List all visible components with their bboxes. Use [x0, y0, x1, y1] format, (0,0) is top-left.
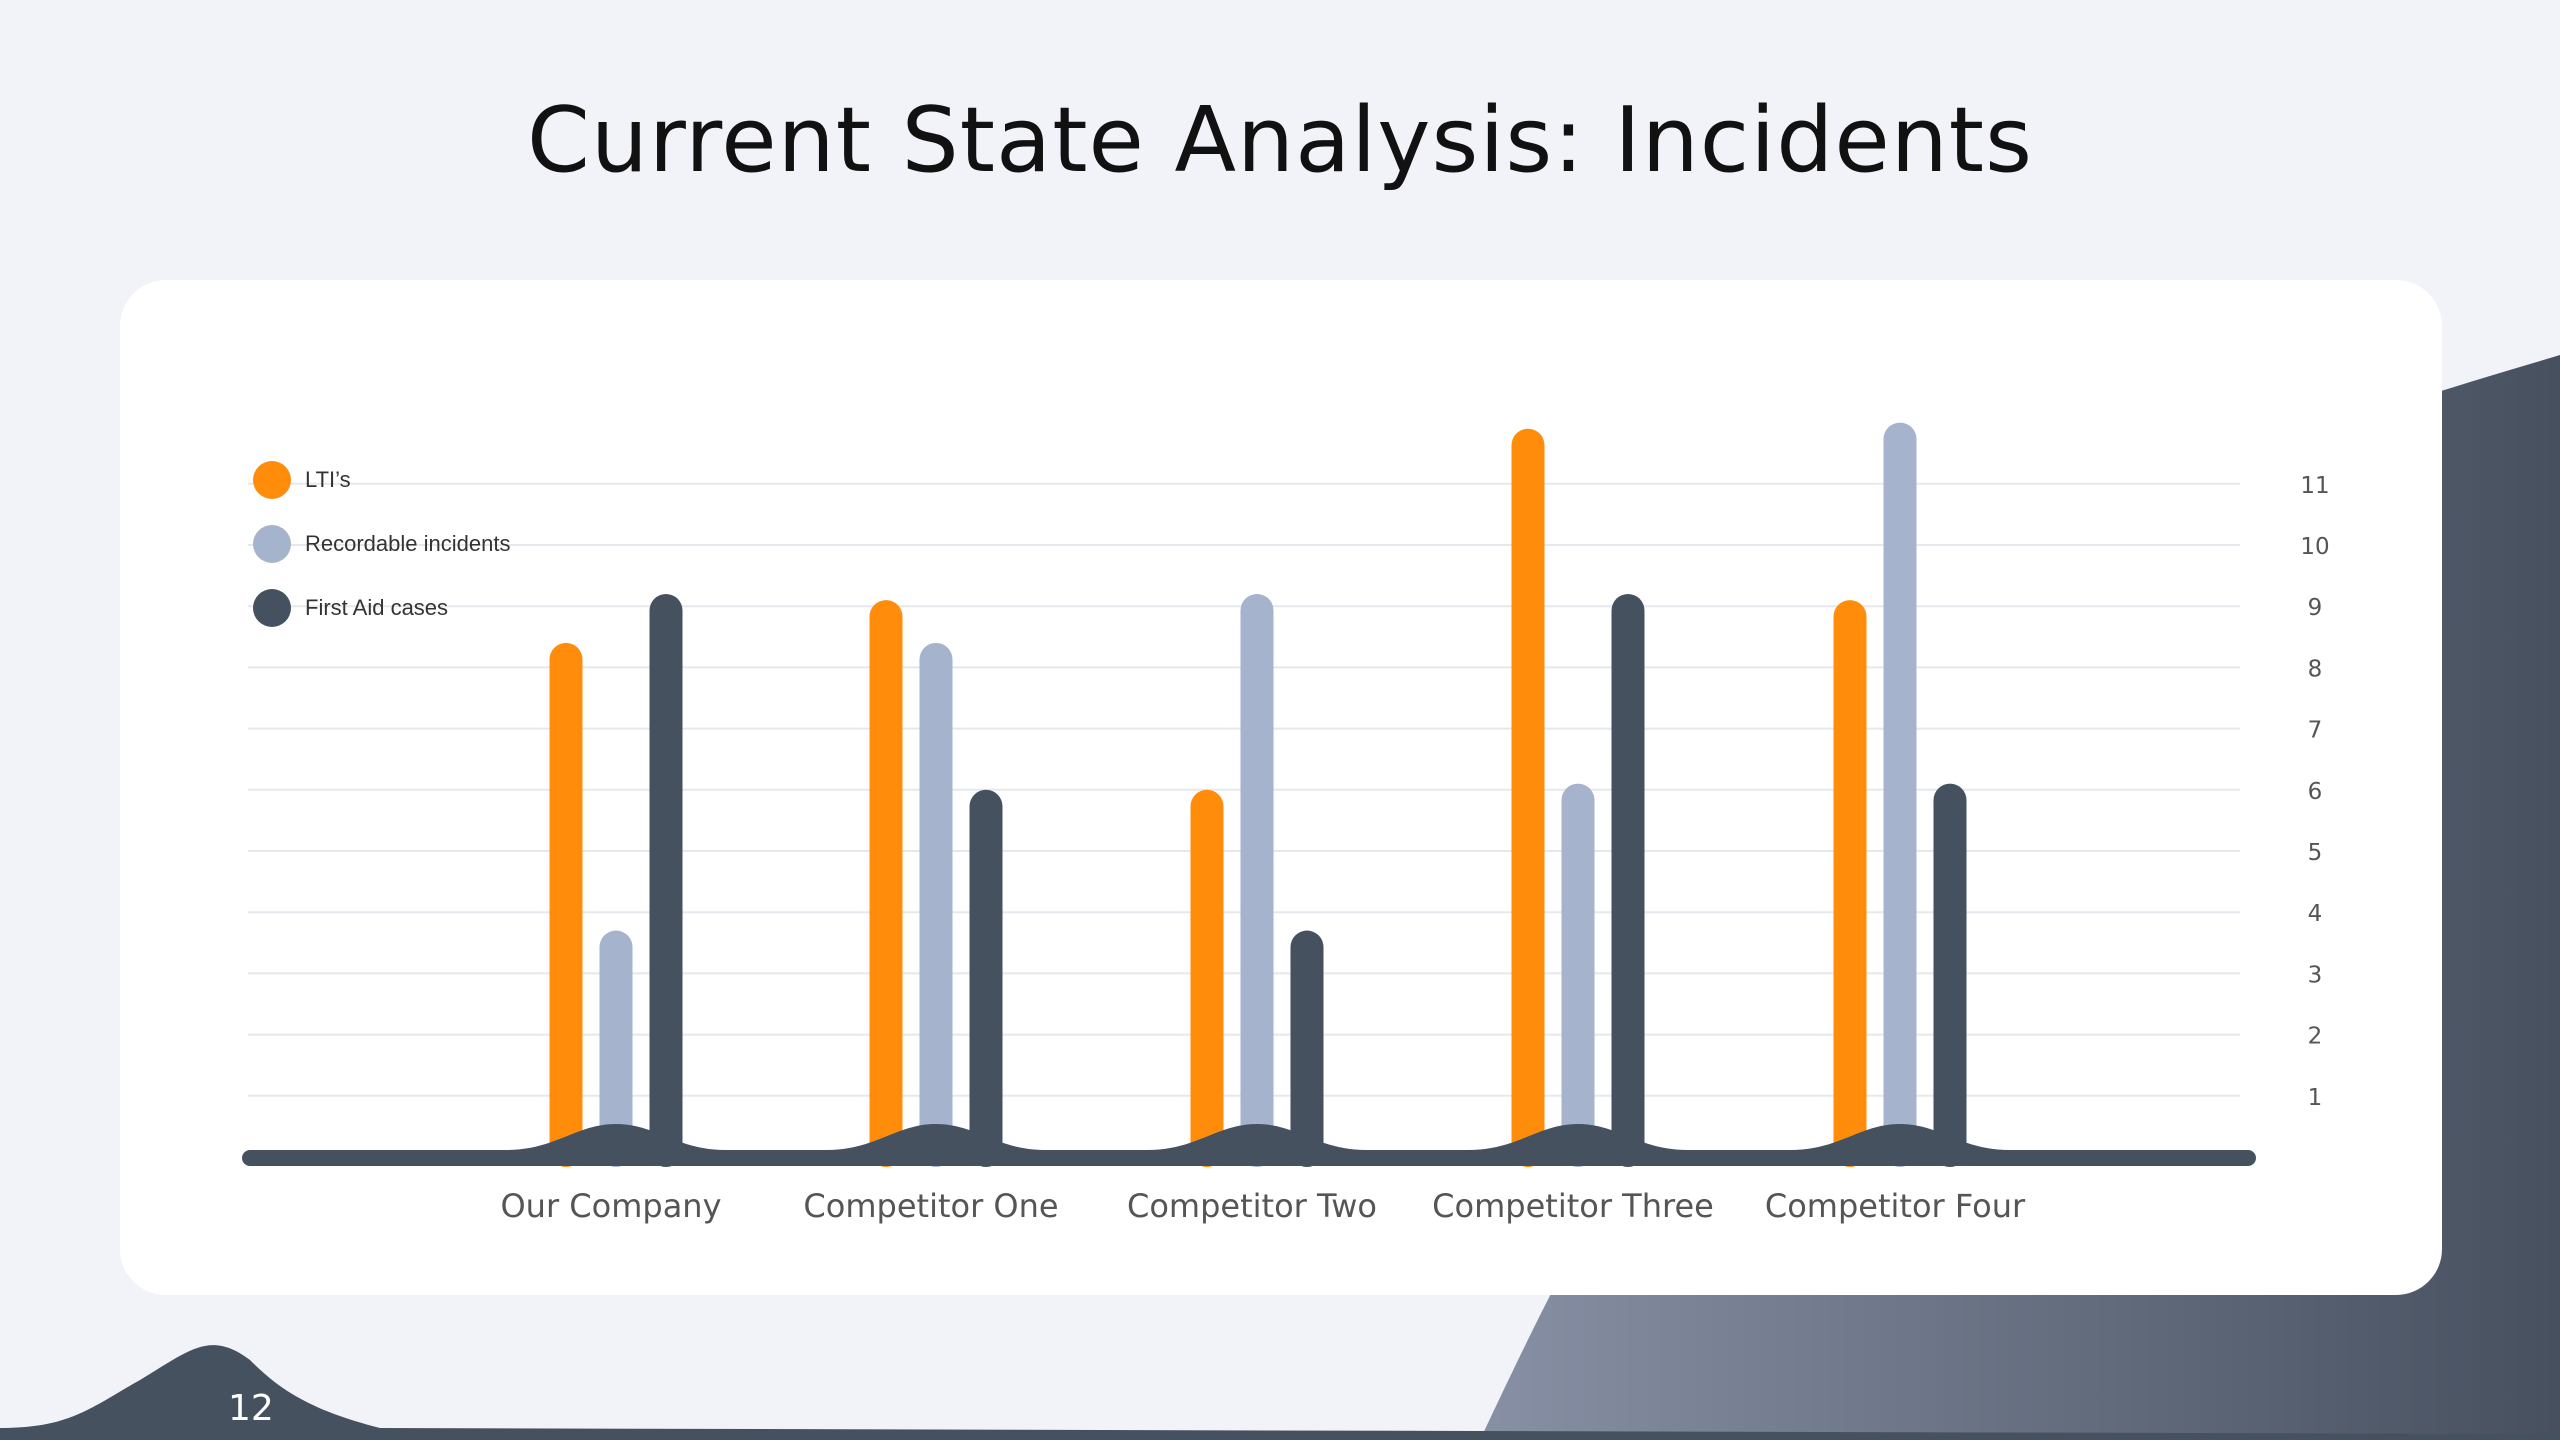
legend-swatch-ltis	[253, 461, 291, 499]
legend-swatch-first-aid-cases	[253, 589, 291, 627]
y-tick-label: 3	[2308, 962, 2323, 988]
page-number-tab-shape	[0, 1345, 2560, 1440]
bar-competitor-two-lti-s	[1190, 789, 1224, 1167]
bar-groups	[549, 422, 1967, 1168]
y-tick-label: 11	[2300, 473, 2329, 499]
y-tick-label: 4	[2308, 901, 2323, 927]
baseline-shape	[242, 1124, 2256, 1166]
bar-competitor-one-lti-s	[869, 600, 903, 1167]
legend-label-first-aid-cases: First Aid cases	[305, 595, 449, 620]
bar-our-company-first-aid-cases	[649, 593, 683, 1167]
y-tick-label: 9	[2308, 595, 2323, 621]
y-tick-label: 2	[2308, 1024, 2323, 1050]
x-tick-label-competitor-two: Competitor Two	[1127, 1187, 1377, 1225]
chart-baseline	[242, 1124, 2256, 1166]
x-tick-label-competitor-three: Competitor Three	[1432, 1187, 1714, 1225]
bar-competitor-two-recordable-incidents	[1240, 593, 1274, 1167]
chart-card	[120, 280, 2442, 1295]
legend-label-recordable-incidents: Recordable incidents	[305, 531, 511, 556]
bar-competitor-three-first-aid-cases	[1611, 593, 1645, 1167]
legend-swatch-recordable-incidents	[253, 525, 291, 563]
x-axis-labels: Our Company Competitor One Competitor Two C…	[500, 1187, 2025, 1225]
bar-competitor-one-recordable-incidents	[919, 642, 953, 1167]
legend-item-ltis: LTI’s	[253, 448, 510, 512]
y-tick-label: 1	[2308, 1085, 2323, 1111]
bar-competitor-four-recordable-incidents	[1883, 422, 1917, 1168]
chart-legend: LTI’s Recordable incidents First Aid cas…	[253, 448, 510, 640]
x-tick-label-competitor-one: Competitor One	[803, 1187, 1058, 1225]
x-tick-label-competitor-four: Competitor Four	[1765, 1187, 2026, 1225]
bar-competitor-two-first-aid-cases	[1290, 930, 1324, 1167]
y-tick-label: 6	[2308, 779, 2323, 805]
y-tick-label: 8	[2308, 656, 2323, 682]
bar-competitor-three-recordable-incidents	[1561, 783, 1595, 1167]
y-tick-label: 5	[2308, 840, 2323, 866]
y-tick-label: 10	[2300, 534, 2329, 560]
page-number: 12	[228, 1388, 274, 1429]
legend-item-recordable-incidents: Recordable incidents	[253, 512, 510, 576]
x-tick-label-our-company: Our Company	[500, 1187, 721, 1225]
slide-title: Current State Analysis: Incidents	[526, 88, 2033, 193]
y-axis-ticks: 1 2 3 4 5 6 7 8 9 10 11	[2300, 473, 2329, 1111]
bar-our-company-lti-s	[549, 642, 583, 1167]
legend-label-ltis: LTI’s	[305, 467, 351, 492]
y-tick-label: 7	[2308, 718, 2323, 744]
legend-item-first-aid-cases: First Aid cases	[253, 576, 510, 640]
bar-competitor-three-lti-s	[1511, 428, 1545, 1168]
bar-competitor-four-lti-s	[1833, 600, 1867, 1167]
bar-competitor-one-first-aid-cases	[969, 789, 1003, 1167]
bar-competitor-four-first-aid-cases	[1933, 783, 1967, 1167]
bar-our-company-recordable-incidents	[599, 930, 633, 1167]
